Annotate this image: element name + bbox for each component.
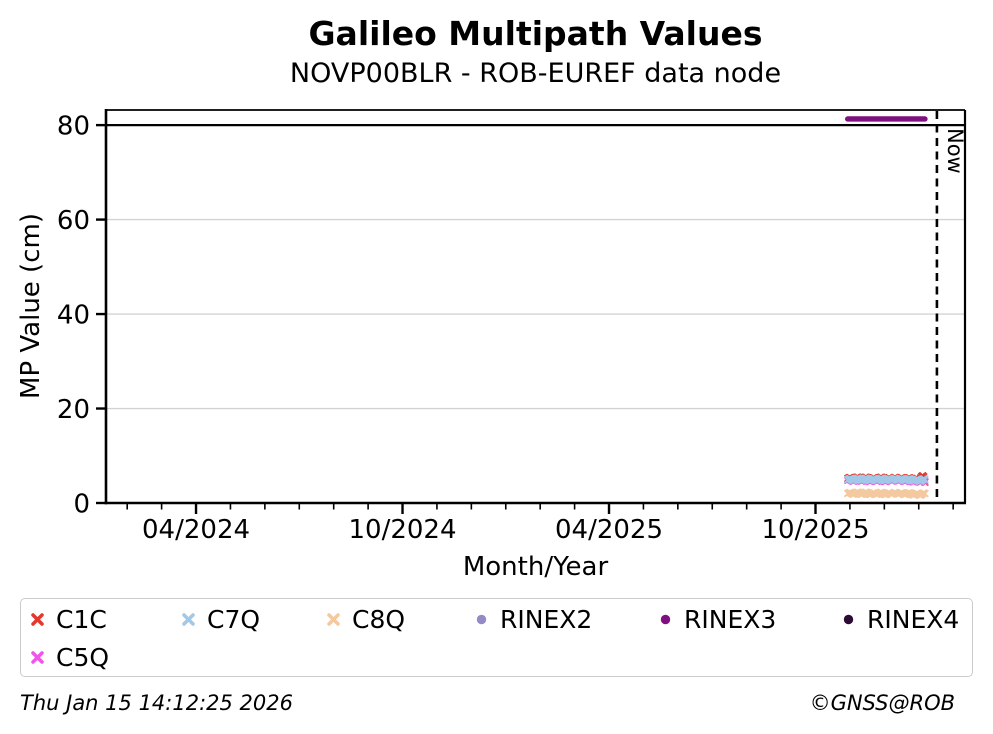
- axis-tick-labels: 0 20 40 60 80 04/2024 10/2024 04/2025 10/2025: [57, 112, 870, 545]
- plot-timestamp: Thu Jan 15 14:12:25 2026: [20, 691, 293, 715]
- legend-marker-circle-icon: [474, 612, 489, 627]
- chart-title: Galileo Multipath Values: [308, 14, 763, 53]
- legend-item-c7q: C7Q: [181, 603, 326, 636]
- legend-label-c5q: C5Q: [56, 643, 110, 672]
- axes-spines: [104, 109, 967, 505]
- legend-label-rinex3: RINEX3: [684, 605, 777, 634]
- y-tick-label: 40: [57, 301, 90, 331]
- now-line-label: Now: [943, 128, 967, 174]
- copyright-notice: ©GNSS@ROB: [809, 691, 955, 715]
- gridlines: [106, 218, 965, 410]
- y-axis-label: MP Value (cm): [16, 213, 46, 399]
- legend-label-c1c: C1C: [56, 605, 107, 634]
- y-tick-label: 60: [57, 206, 90, 236]
- legend-item-rinex4: RINEX4: [841, 603, 972, 636]
- series-c8q: [844, 488, 929, 499]
- chart-subtitle: NOVP00BLR - ROB-EUREF data node: [289, 58, 782, 89]
- chart-legend: C1C C7Q C8Q RINEX2 RINEX3 RINEX4 C5Q: [20, 598, 973, 677]
- legend-marker-x-icon: [30, 650, 45, 665]
- legend-item-c1c: C1C: [30, 603, 181, 636]
- legend-item-c5q: C5Q: [30, 641, 181, 674]
- legend-label-c7q: C7Q: [207, 605, 261, 634]
- legend-item-rinex2: RINEX2: [474, 603, 658, 636]
- x-tick-label: 04/2025: [555, 515, 663, 545]
- x-tick-label: 10/2025: [761, 515, 869, 545]
- axis-ticks: [96, 123, 954, 514]
- legend-label-rinex2: RINEX2: [500, 605, 593, 634]
- legend-label-c8q: C8Q: [352, 605, 406, 634]
- legend-label-rinex4: RINEX4: [867, 605, 960, 634]
- legend-marker-circle-icon: [841, 612, 856, 627]
- legend-marker-x-icon: [181, 612, 196, 627]
- legend-marker-x-icon: [326, 612, 341, 627]
- legend-item-c8q: C8Q: [326, 603, 474, 636]
- legend-marker-circle-icon: [658, 612, 673, 627]
- y-tick-label: 80: [57, 112, 90, 142]
- series-c7q: [844, 474, 929, 485]
- y-tick-label: 0: [73, 490, 90, 520]
- x-axis-label: Month/Year: [462, 552, 609, 582]
- legend-item-rinex3: RINEX3: [658, 603, 841, 636]
- y-tick-label: 20: [57, 395, 90, 425]
- legend-marker-x-icon: [30, 612, 45, 627]
- x-tick-label: 10/2024: [349, 515, 457, 545]
- x-tick-label: 04/2024: [142, 515, 250, 545]
